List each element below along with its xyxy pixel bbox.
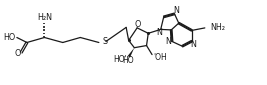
Text: HO': HO' [113, 55, 127, 64]
Text: 'OH: 'OH [154, 53, 167, 62]
Text: O: O [135, 20, 141, 29]
Text: N: N [173, 6, 179, 15]
Text: N: N [156, 28, 162, 37]
Text: NH₂: NH₂ [210, 23, 225, 32]
Text: N: N [166, 37, 171, 46]
Text: O: O [15, 49, 21, 58]
Text: HO: HO [122, 56, 134, 65]
Text: N: N [190, 40, 196, 49]
Text: H₂N: H₂N [37, 13, 52, 22]
Text: S: S [102, 37, 108, 46]
Polygon shape [128, 48, 134, 57]
Text: HO: HO [3, 33, 16, 42]
